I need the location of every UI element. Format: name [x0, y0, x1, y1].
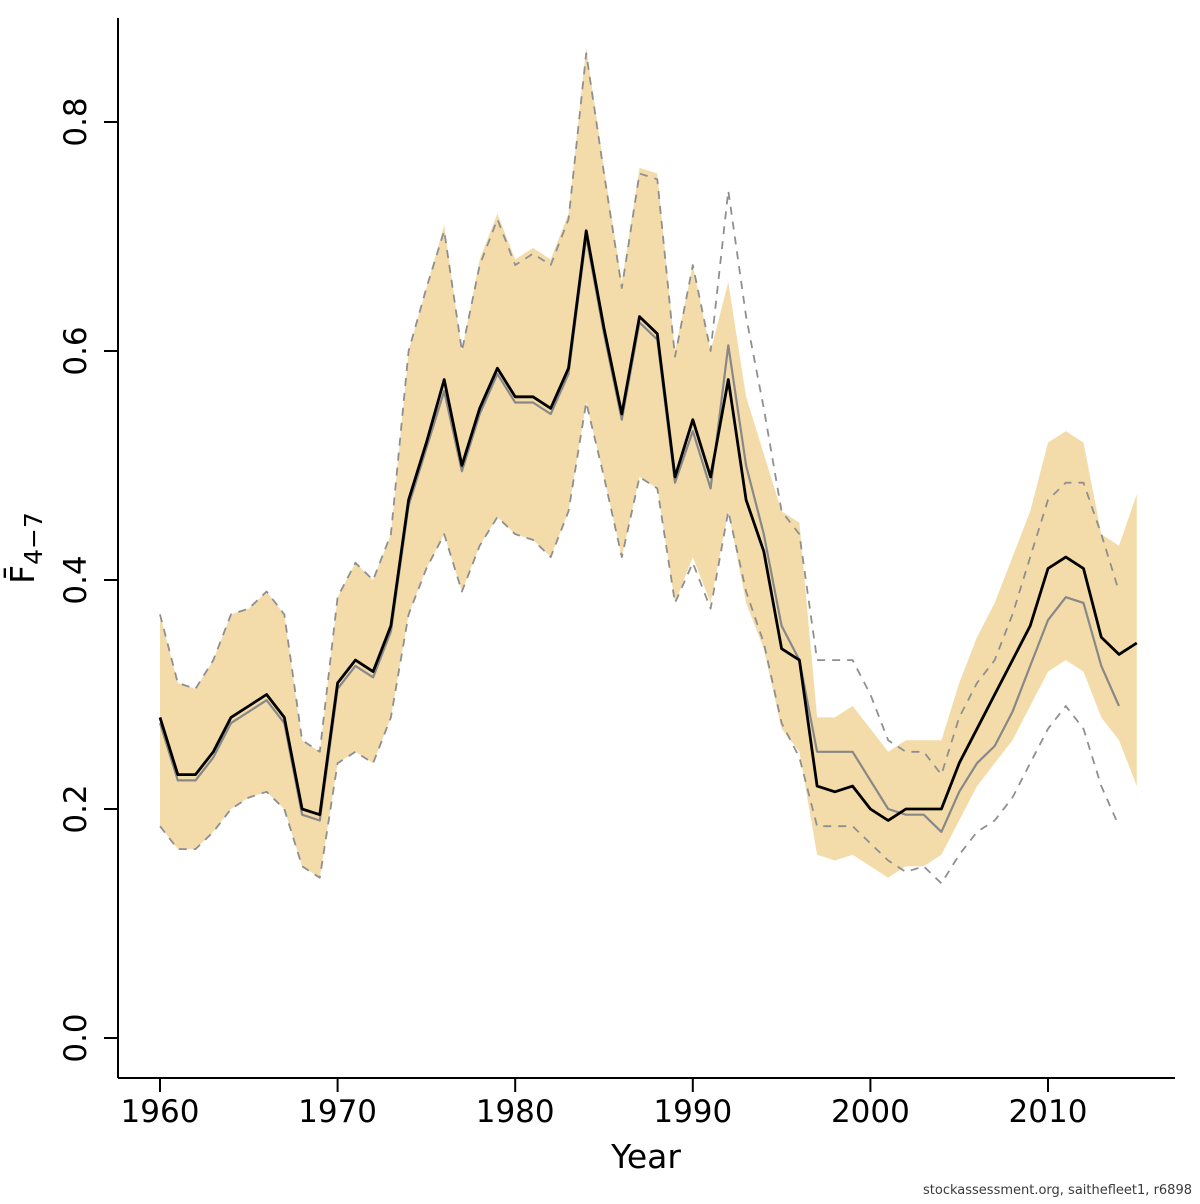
- chart-data-layer: [158, 47, 1138, 885]
- y-axis-label: F̄4−7: [2, 512, 48, 584]
- x-tick-label: 1990: [653, 1094, 732, 1130]
- axes-layer: 1960 1970 1980 1990 2000 2010 0.0 0.2 0.4 0.6 0.8: [58, 18, 1175, 1130]
- comparison-run-ci-upper-line: [159, 52, 1120, 776]
- y-tick-label: 0.8: [58, 97, 94, 146]
- y-tick-label: 0.0: [58, 1013, 94, 1062]
- comparison-run-ci-lower-line: [159, 401, 1120, 885]
- x-tick-label: 1970: [298, 1094, 377, 1130]
- tick-layer: 1960 1970 1980 1990 2000 2010 0.0 0.2 0.4 0.6 0.8: [58, 97, 1087, 1130]
- x-tick-label: 1960: [121, 1094, 200, 1130]
- confidence-band-base-run: [160, 47, 1137, 878]
- base-run-estimate-line: [158, 229, 1138, 822]
- y-tick-label: 0.4: [58, 555, 94, 604]
- watermark-text: stockassessment.org, saithefleet1, r6898: [923, 1183, 1192, 1198]
- y-tick-label: 0.2: [58, 784, 94, 833]
- x-tick-label: 2010: [1009, 1094, 1088, 1130]
- x-tick-label: 1980: [476, 1094, 555, 1130]
- y-tick-label: 0.6: [58, 326, 94, 375]
- x-axis-label: Year: [610, 1137, 681, 1176]
- x-tick-label: 2000: [831, 1094, 910, 1130]
